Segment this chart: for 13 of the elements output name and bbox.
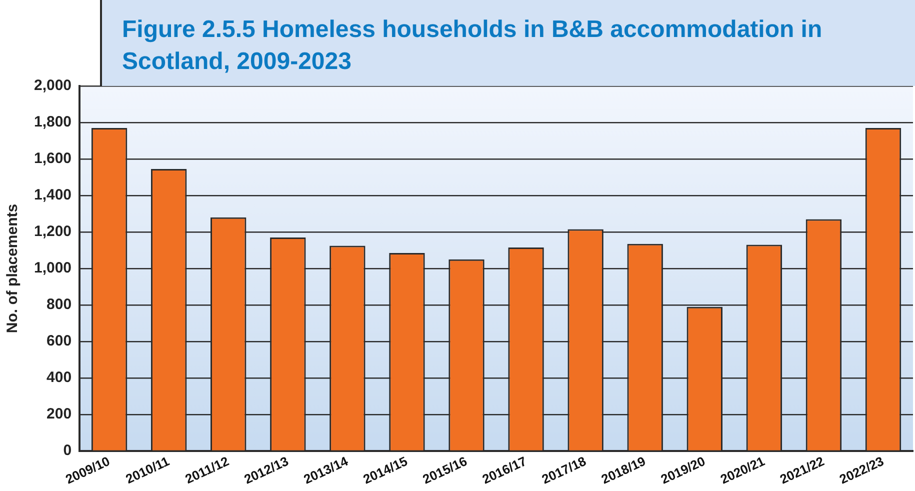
- chart-title: Figure 2.5.5 Homeless households in B&B accommodation in Scotland, 2009-2023: [100, 0, 915, 86]
- y-tick-label: 600: [46, 332, 72, 350]
- y-tick-label: 800: [46, 296, 72, 314]
- y-tick-label: 200: [46, 406, 72, 423]
- y-tick-label: 1,200: [34, 223, 72, 240]
- y-tick-label: 1,000: [34, 260, 72, 277]
- y-tick-label: 2,000: [34, 77, 72, 94]
- y-tick-label: 1,800: [34, 114, 72, 131]
- y-tick-label: 1,600: [34, 150, 72, 168]
- y-tick-label: 400: [46, 369, 72, 386]
- y-tick-label: 0: [63, 442, 72, 460]
- y-axis-title: No. of placements: [4, 204, 22, 334]
- y-tick-label: 1,400: [34, 186, 72, 204]
